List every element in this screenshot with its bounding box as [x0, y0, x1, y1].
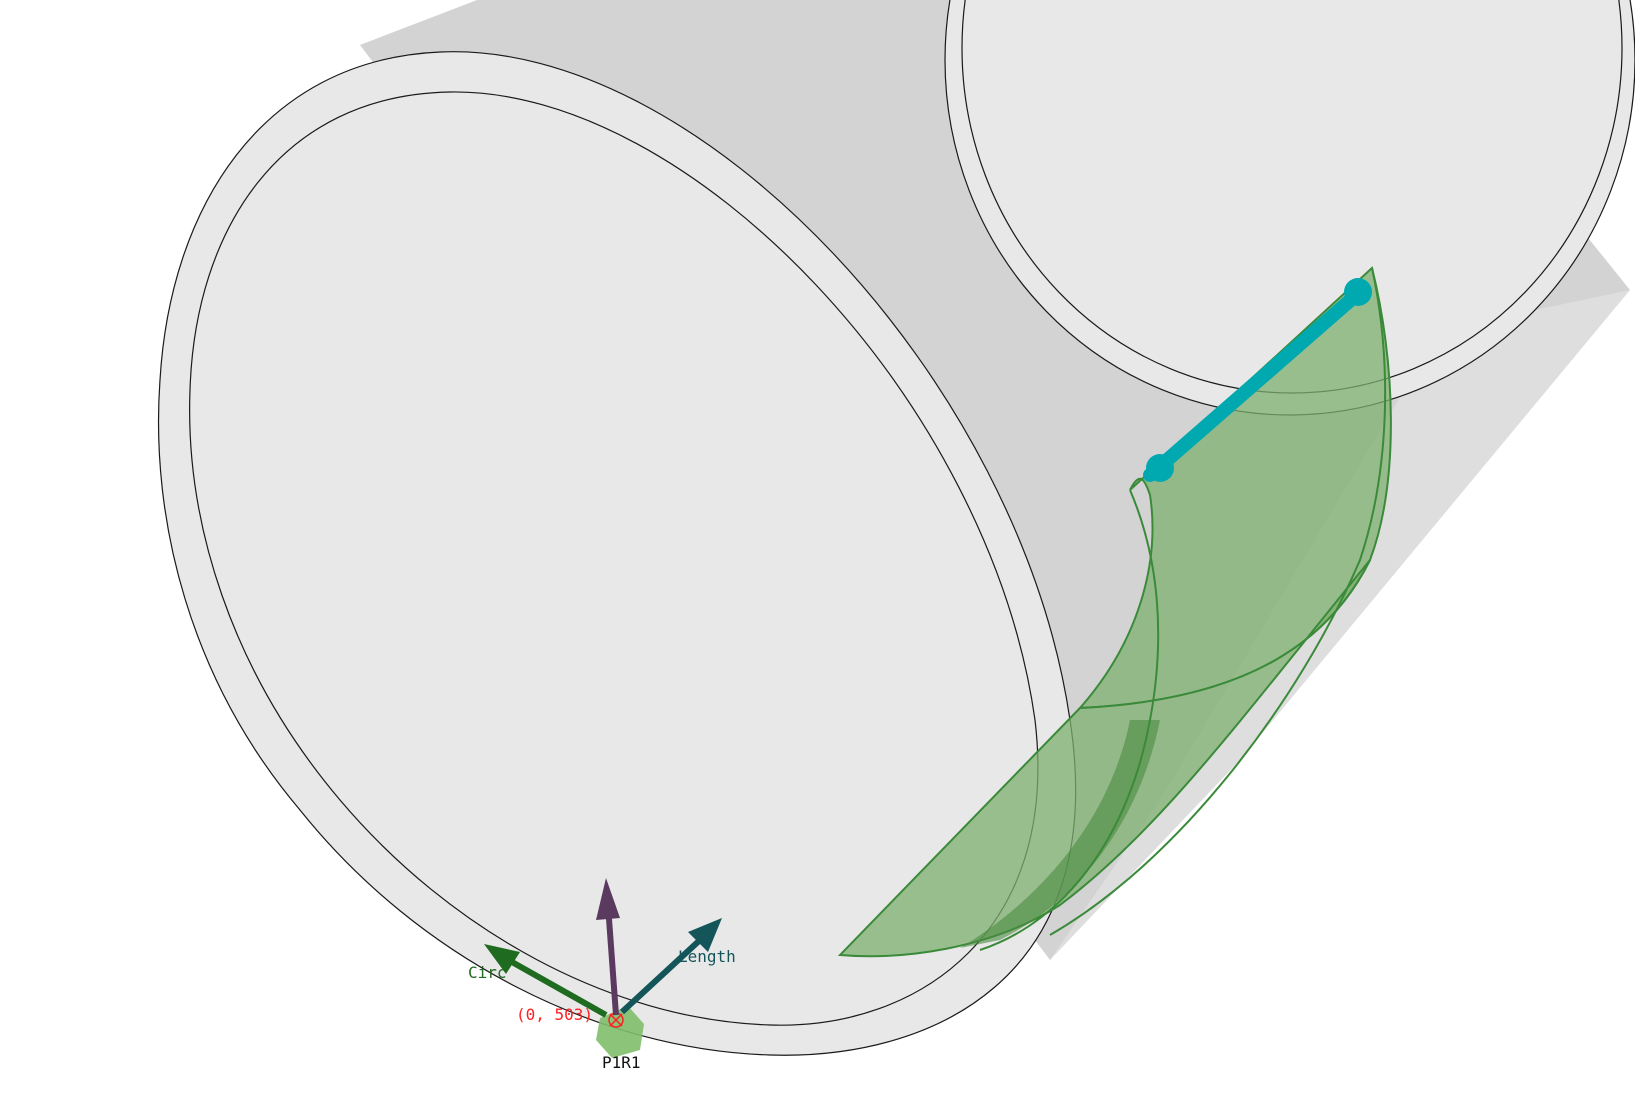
origin-marker-label: P1R1	[602, 1053, 641, 1072]
length-axis-arrowhead-icon	[688, 918, 722, 952]
normal-axis-arrowhead-icon	[596, 878, 620, 920]
selected-edge-end-a[interactable]	[1146, 454, 1174, 482]
patch-surface-lower	[837, 559, 1371, 958]
origin-marker[interactable]	[596, 1006, 644, 1058]
circ-axis-label: Circ	[468, 963, 507, 982]
circ-axis-arrowhead-icon	[484, 944, 520, 974]
origin-coordinate-label: (0, 503)	[516, 1005, 593, 1024]
length-axis-arrow	[619, 937, 703, 1015]
pipe-shade	[1050, 290, 1630, 960]
near-end-inner	[189, 91, 1039, 1026]
length-axis-label: Length	[678, 947, 736, 966]
patch-edge-left	[979, 489, 1160, 951]
normal-axis-arrow	[605, 904, 619, 1016]
patch-inner-band	[960, 720, 1160, 948]
origin-point-cross-2	[609, 1013, 623, 1027]
patch-edge-right	[1049, 267, 1387, 936]
selected-edge[interactable]	[1143, 283, 1369, 482]
selected-edge-end-b[interactable]	[1344, 278, 1372, 306]
circ-axis-arrow	[510, 959, 608, 1018]
